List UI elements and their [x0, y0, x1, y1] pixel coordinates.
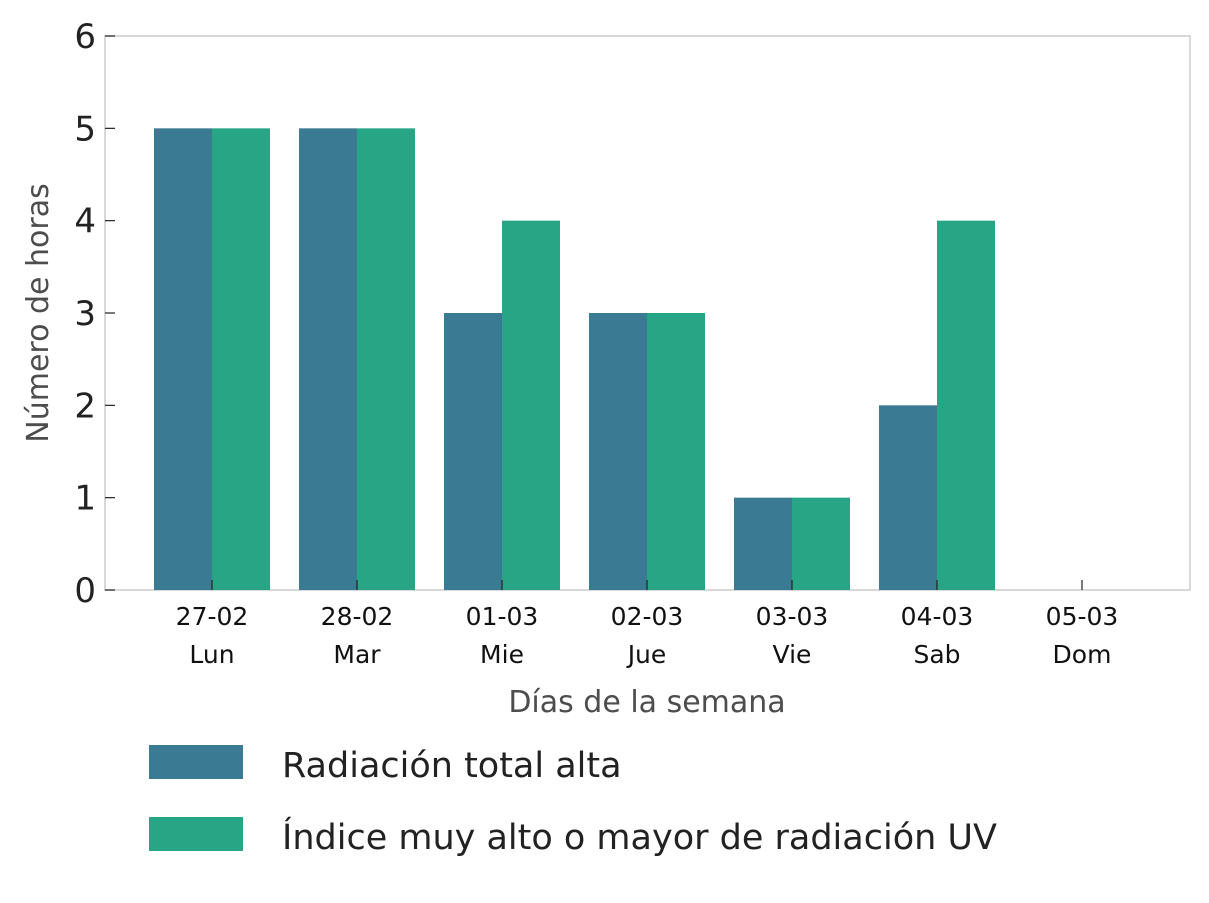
bar-series-1-27-02	[154, 128, 212, 591]
y-tick-label: 5	[74, 109, 96, 149]
bar-series-1-04-03	[879, 405, 937, 590]
legend-label-1: Radiación total alta	[282, 746, 622, 786]
x-tick-label-date: 02-03	[611, 602, 684, 631]
legend-swatch-1	[149, 745, 243, 779]
bars-layer	[154, 128, 995, 591]
x-tick-label-day: Lun	[189, 640, 234, 669]
y-tick-label: 4	[74, 202, 96, 242]
bar-series-2-03-03	[792, 497, 850, 590]
legend: Radiación total alta Índice muy alto o ma…	[149, 745, 997, 858]
x-axis-label: Días de la semana	[508, 685, 785, 720]
x-axis-ticks: 27-02 Lun 28-02 Mar 01-03 Mie 02-03 Jue 03-03 Vie…	[176, 580, 1119, 669]
bar-series-1-02-03	[589, 313, 647, 590]
x-tick-label-day: Vie	[773, 640, 812, 669]
y-tick-label: 2	[74, 386, 96, 426]
x-tick-label-date: 03-03	[756, 602, 829, 631]
y-axis-label: Número de horas	[21, 183, 56, 442]
x-tick-label-date: 05-03	[1046, 602, 1119, 631]
bar-series-2-04-03	[937, 220, 995, 590]
x-tick-label-date: 01-03	[466, 602, 539, 631]
bar-series-2-27-02	[212, 128, 270, 591]
legend-swatch-2	[149, 817, 243, 851]
bar-series-2-02-03	[647, 313, 705, 590]
x-tick-label-day: Jue	[626, 640, 667, 669]
bar-series-2-01-03	[502, 220, 560, 590]
x-tick-label-date: 04-03	[901, 602, 974, 631]
bar-series-1-03-03	[734, 497, 792, 590]
legend-label-2: Índice muy alto o mayor de radiación UV	[282, 816, 997, 858]
bar-series-1-01-03	[444, 313, 502, 590]
y-axis-ticks: 0 1 2 3 4 5 6	[74, 17, 115, 611]
y-tick-label: 1	[74, 479, 96, 519]
x-tick-label-date: 28-02	[321, 602, 394, 631]
x-tick-label-day: Mar	[333, 640, 381, 669]
y-tick-label: 6	[74, 17, 96, 57]
x-tick-label-day: Dom	[1053, 640, 1112, 669]
x-tick-label-date: 27-02	[176, 602, 249, 631]
y-tick-label: 0	[74, 571, 96, 611]
bar-series-2-28-02	[357, 128, 415, 591]
bar-series-1-28-02	[299, 128, 357, 591]
x-tick-label-day: Sab	[913, 640, 960, 669]
x-tick-label-day: Mie	[480, 640, 524, 669]
y-tick-label: 3	[74, 294, 96, 334]
